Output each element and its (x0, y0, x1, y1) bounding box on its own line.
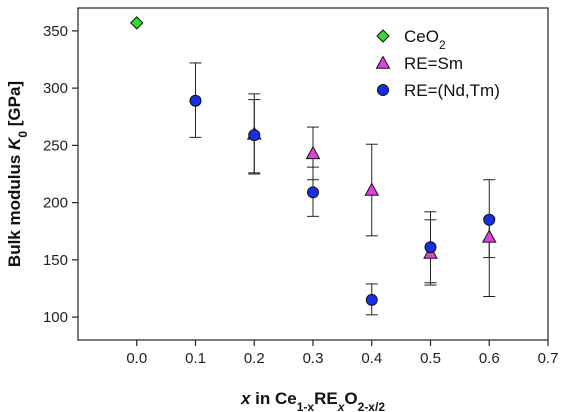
x-tick-label: 0.5 (420, 350, 441, 367)
data-point-circle (189, 94, 202, 107)
x-tick-label: 0.7 (538, 350, 559, 367)
axis-title-part: 2-x/2 (358, 400, 386, 412)
axis-title-part: x (240, 389, 252, 408)
legend-label: RE=Sm (404, 54, 463, 73)
x-tick-label: 0.6 (479, 350, 500, 367)
legend-label-subscript: 2 (439, 38, 446, 52)
data-point-circle (365, 293, 378, 306)
x-tick-label: 0.1 (185, 350, 206, 367)
y-tick-label: 150 (43, 252, 68, 269)
y-tick-label: 100 (43, 309, 68, 326)
axis-title-part: [GPa] (5, 81, 24, 131)
axis-title-part: Bulk modulus (5, 150, 24, 267)
axis-title-part: in Ce (250, 389, 296, 408)
axis-title-part: RE (314, 389, 338, 408)
y-tick-label: 250 (43, 137, 68, 154)
x-tick-label: 0.3 (303, 350, 324, 367)
x-tick-label: 0.0 (126, 350, 147, 367)
data-point-circle (424, 241, 437, 254)
axis-title-part: 1-x (297, 400, 315, 412)
x-axis-ticks: 0.0 0.1 0.2 0.3 0.4 0.5 0.6 0.7 (126, 340, 558, 367)
y-tick-label: 350 (43, 23, 68, 40)
axis-title-part: 0 (16, 131, 30, 138)
x-tick-label: 0.4 (361, 350, 382, 367)
data-point-circle (248, 129, 261, 142)
x-axis-title: x in Ce1-xRExO2-x/2 (240, 389, 385, 412)
y-tick-label: 200 (43, 195, 68, 212)
legend-marker-triangle (375, 55, 391, 69)
data-point-circle (307, 186, 319, 199)
axis-title-part: x (337, 400, 346, 412)
data-markers (130, 16, 497, 306)
axis-title-part: K (5, 136, 24, 150)
y-axis-title: Bulk modulus K0 [GPa] (5, 81, 30, 267)
data-point-triangle (305, 145, 321, 160)
legend-marker-diamond (376, 29, 390, 43)
data-point-circle (483, 213, 496, 226)
y-axis-ticks: 100 150 200 250 300 350 (43, 23, 78, 326)
data-point-diamond (130, 16, 144, 30)
axis-title-part: O (344, 389, 357, 408)
x-tick-label: 0.2 (244, 350, 265, 367)
legend-label: RE=(Nd,Tm) (404, 81, 500, 100)
data-point-triangle (481, 229, 497, 243)
legend-marker-circle (377, 84, 389, 96)
y-tick-label: 300 (43, 80, 68, 97)
data-point-triangle (364, 182, 380, 196)
